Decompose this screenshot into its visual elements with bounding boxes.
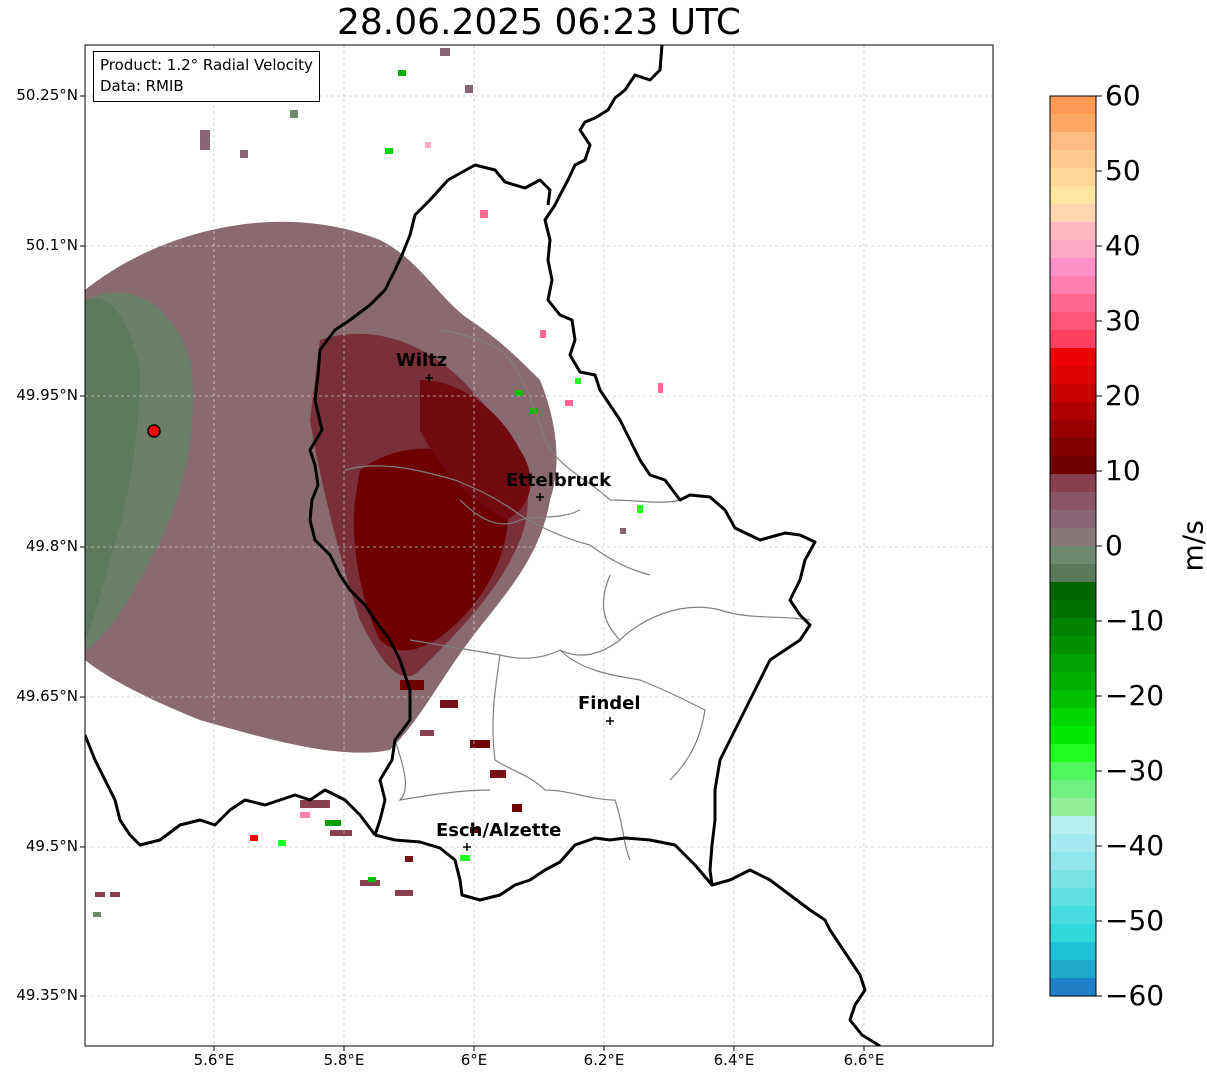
colorbar-band [1050,960,1096,979]
colorbar-band [1050,852,1096,871]
colorbar-band [1050,492,1096,511]
colorbar-band [1050,816,1096,835]
colorbar-band [1050,762,1096,781]
colorbar-band [1050,654,1096,673]
colorbar-band [1050,546,1096,565]
lat-tick-label: 50.1°N [25,236,78,254]
lat-tick-label: 50.25°N [16,86,78,104]
colorbar-tick-label: −60 [1105,979,1165,1012]
radar-site-marker [147,424,161,438]
map-title: 28.06.2025 06:23 UTC [336,2,742,43]
colorbar-band [1050,834,1096,853]
colorbar-band [1050,924,1096,943]
colorbar-band [1050,402,1096,421]
colorbar-band [1050,780,1096,799]
colorbar-band [1050,942,1096,961]
colorbar-band [1050,690,1096,709]
colorbar-band [1050,870,1096,889]
city-label-wiltz: Wiltz [396,350,448,371]
colorbar-tick-label: 20 [1105,379,1141,412]
colorbar-tick-label: −30 [1105,754,1165,787]
colorbar-band [1050,582,1096,601]
lat-tick-label: 49.8°N [25,537,78,555]
colorbar-band [1050,294,1096,313]
colorbar-band [1050,258,1096,277]
colorbar-band [1050,528,1096,547]
colorbar-ticks [1096,95,1102,997]
colorbar-band [1050,906,1096,925]
colorbar-band [1050,96,1096,115]
colorbar-band [1050,276,1096,295]
map-frame [84,44,994,1047]
colorbar-band [1050,600,1096,619]
colorbar-tick-label: −40 [1105,829,1165,862]
canton-borders [344,329,811,861]
colorbar-band [1050,618,1096,637]
axis-ticks [80,95,865,1051]
lon-tick-label: 5.8°E [323,1051,365,1069]
colorbar-band [1050,312,1096,331]
lat-tick-label: 49.5°N [25,837,78,855]
lon-tick-label: 6.6°E [843,1051,885,1069]
colorbar-band [1050,204,1096,223]
colorbar-band [1050,672,1096,691]
colorbar-band [1050,132,1096,151]
colorbar-tick-label: 30 [1105,304,1141,337]
lon-tick-label: 6.2°E [583,1051,625,1069]
colorbar-band [1050,348,1096,367]
colorbar-band [1050,438,1096,457]
colorbar-band [1050,240,1096,259]
colorbar-band [1050,636,1096,655]
colorbar-tick-label: −50 [1105,904,1165,937]
product-label: Product: 1.2° Radial Velocity [100,56,313,74]
colorbar-band [1050,150,1096,169]
lat-tick-label: 49.35°N [16,986,78,1004]
colorbar-band [1050,168,1096,187]
colorbar-band [1050,474,1096,493]
colorbar-band [1050,744,1096,763]
colorbar-band [1050,420,1096,439]
colorbar-tick-label: 40 [1105,229,1141,262]
colorbar-band [1050,222,1096,241]
colorbar-band [1050,978,1096,997]
colorbar-band [1050,726,1096,745]
city-label-ettelbruck: Ettelbruck [506,470,612,491]
colorbar-tick-label: 60 [1105,79,1141,112]
colorbar-tick-label: −10 [1105,604,1165,637]
city-markers [425,374,614,851]
product-info-box: Product: 1.2° Radial Velocity Data: RMIB [93,51,320,102]
colorbar-band [1050,330,1096,349]
lat-tick-label: 49.95°N [16,386,78,404]
colorbar-unit-label: m/s [1176,520,1207,572]
colorbar-band [1050,798,1096,817]
data-source-label: Data: RMIB [100,77,184,95]
lon-tick-label: 6.4°E [713,1051,755,1069]
lon-tick-label: 5.6°E [193,1051,235,1069]
colorbar-band [1050,384,1096,403]
radar-echoes [85,48,663,917]
colorbar-band [1050,114,1096,133]
colorbar-band [1050,366,1096,385]
colorbar-band [1050,186,1096,205]
country-borders [85,45,881,1046]
colorbar-tick-label: −20 [1105,679,1165,712]
colorbar-band [1050,510,1096,529]
colorbar-tick-label: 50 [1105,154,1141,187]
colorbar-bands [1050,96,1096,997]
colorbar-band [1050,708,1096,727]
city-label-esch-alzette: Esch/Alzette [436,820,562,841]
lon-tick-label: 6°E [460,1051,488,1069]
colorbar-band [1050,564,1096,583]
colorbar-band [1050,888,1096,907]
colorbar-tick-label: 0 [1105,529,1123,562]
lat-tick-label: 49.65°N [16,687,78,705]
city-label-findel: Findel [578,693,641,714]
colorbar-tick-label: 10 [1105,454,1141,487]
colorbar-band [1050,456,1096,475]
